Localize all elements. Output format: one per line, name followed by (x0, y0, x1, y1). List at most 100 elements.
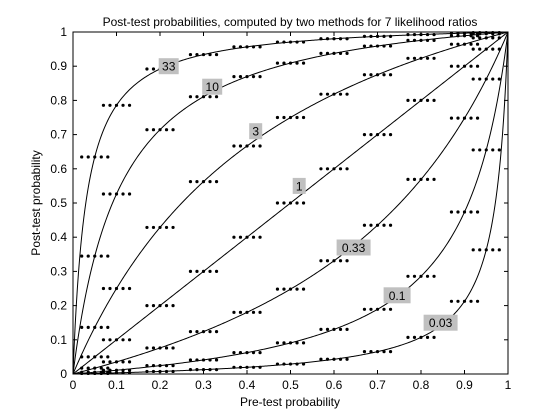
data-point (412, 98, 417, 102)
data-point (456, 64, 460, 68)
y-tick-label: 0.9 (50, 59, 67, 73)
data-point (469, 210, 473, 214)
data-point (388, 223, 393, 227)
data-point (101, 192, 106, 196)
data-point (208, 52, 212, 57)
data-point (375, 307, 380, 311)
data-point (238, 235, 243, 239)
data-point (412, 335, 417, 339)
data-point (332, 357, 336, 361)
data-point (145, 364, 149, 368)
data-point (475, 42, 480, 46)
x-tick-label: 0.1 (108, 378, 125, 392)
data-point (449, 210, 454, 214)
data-point (332, 92, 336, 96)
data-point (99, 155, 103, 159)
data-point (362, 34, 367, 38)
data-point (338, 92, 343, 96)
data-point (282, 40, 286, 44)
y-tick-label: 0.6 (50, 162, 67, 176)
data-point (101, 286, 106, 291)
data-point (86, 355, 90, 359)
data-point (319, 259, 323, 263)
data-point (475, 210, 480, 214)
data-point (127, 192, 132, 196)
data-point (171, 128, 175, 132)
curve-label-group: 33 10 3 1 0.33 0.1 0.03 (158, 58, 458, 331)
data-point (288, 115, 293, 120)
data-point (449, 64, 454, 68)
y-tick-label: 0.7 (50, 128, 67, 142)
data-point (201, 358, 206, 362)
data-point (158, 225, 162, 230)
data-point (319, 327, 323, 331)
data-point (497, 36, 501, 40)
data-point (232, 365, 236, 369)
data-point (288, 201, 293, 205)
data-point (208, 95, 212, 99)
data-point (325, 327, 330, 331)
data-point (471, 148, 475, 152)
data-point (127, 103, 132, 107)
data-point (491, 47, 495, 51)
data-point (164, 128, 169, 132)
data-point (101, 338, 106, 342)
data-point (106, 366, 110, 370)
data-point (484, 248, 488, 252)
data-point (201, 269, 206, 273)
x-tick-label: 0.2 (152, 378, 169, 392)
data-point (362, 44, 367, 48)
data-point (195, 368, 199, 372)
data-point (258, 45, 262, 49)
data-point (188, 52, 193, 57)
data-point (432, 335, 436, 339)
data-point (375, 350, 380, 354)
x-tick-label: 0.5 (282, 378, 299, 392)
data-point (388, 73, 393, 77)
data-point (86, 155, 90, 159)
data-point (80, 366, 84, 370)
data-point (375, 223, 380, 227)
data-point (208, 368, 212, 372)
data-point (108, 371, 112, 375)
data-point (288, 61, 293, 65)
data-point (195, 358, 199, 362)
data-point (188, 95, 193, 99)
data-point (469, 116, 473, 120)
data-point (362, 223, 367, 227)
data-point (432, 177, 436, 182)
data-point (258, 310, 262, 314)
data-point (282, 341, 286, 345)
chart-title: Post-test probabilities, computed by two… (103, 15, 478, 29)
data-point (114, 192, 119, 196)
data-point (214, 330, 219, 334)
data-point (93, 366, 97, 370)
y-tick-label: 0 (60, 367, 67, 381)
data-point (288, 341, 293, 345)
curve-label: 3 (252, 125, 259, 139)
data-point (425, 274, 430, 278)
data-point (188, 269, 193, 273)
data-point (338, 259, 343, 263)
data-point (338, 357, 343, 361)
data-point (375, 34, 380, 38)
data-point (195, 269, 199, 273)
data-point (412, 32, 417, 37)
data-point (325, 51, 330, 55)
data-point (406, 56, 410, 60)
data-point (245, 310, 249, 314)
tick-group: 0 0.1 0.2 0.3 0.4 0.5 0.6 0.7 0.8 0.9 100.10.20.30… (50, 25, 511, 392)
data-point (388, 350, 393, 354)
data-point (419, 335, 423, 339)
data-point (325, 37, 330, 41)
data-point (80, 355, 84, 359)
data-point (282, 362, 286, 366)
data-point (497, 248, 501, 252)
curve-label: 10 (206, 80, 220, 94)
data-point (369, 73, 373, 77)
data-point (462, 42, 467, 46)
data-point (288, 287, 293, 291)
data-point (208, 269, 212, 273)
